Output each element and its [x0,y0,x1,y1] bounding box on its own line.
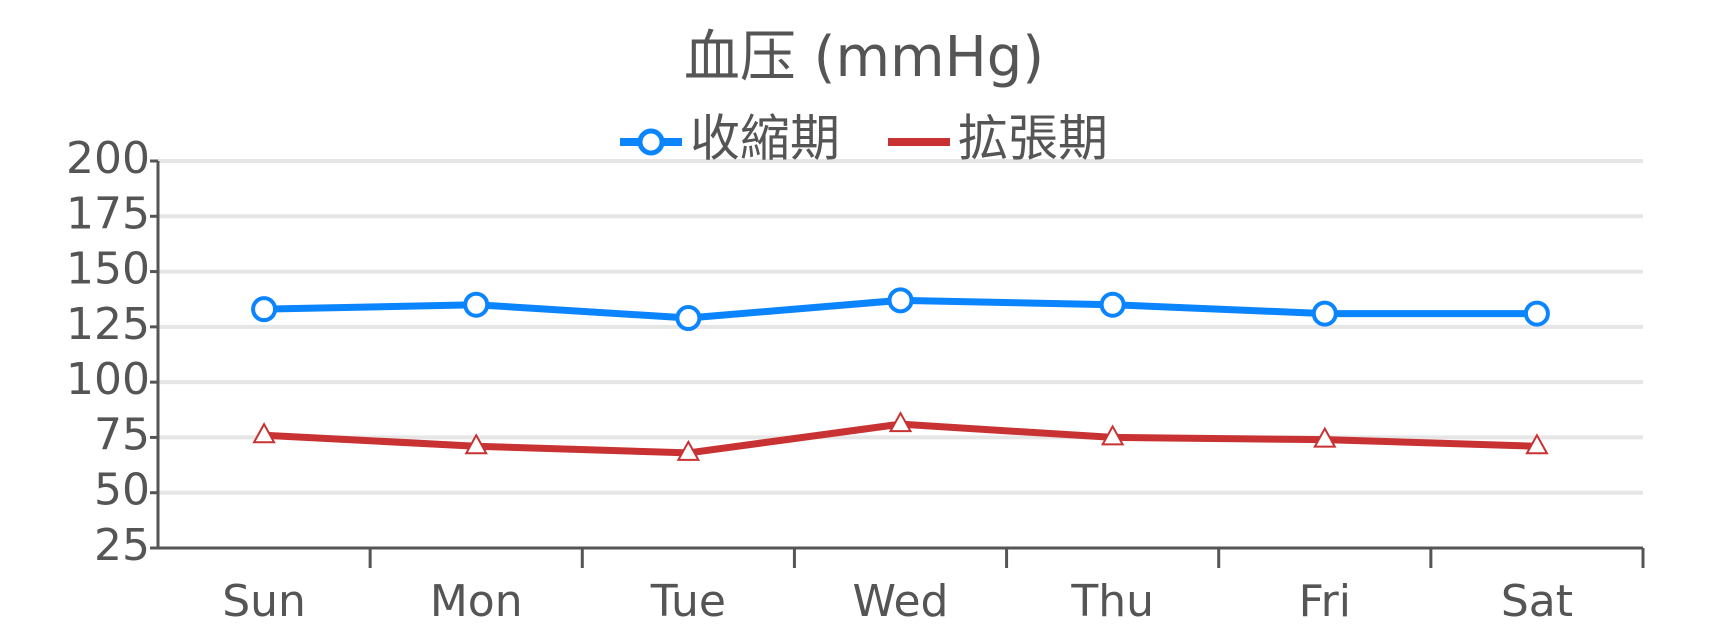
x-tick-label: Wed [853,576,949,627]
y-tick-label: 150 [66,244,150,295]
point [252,422,276,444]
x-tick-label: Mon [430,576,523,627]
series [252,411,1549,461]
point [675,305,702,332]
y-tick-label: 75 [94,409,150,460]
x-tick-label: Sun [222,576,306,627]
point [888,411,913,433]
y-tick-label: 200 [66,133,150,184]
y-tick-label: 175 [66,188,150,239]
point [463,291,490,318]
point [1525,433,1549,455]
x-tick-label: Thu [1070,576,1154,627]
point [1100,424,1125,446]
x-tick-label: Fri [1299,576,1351,627]
y-tick-label: 125 [66,299,150,350]
point [464,433,488,455]
x-tick-label: Tue [650,576,726,627]
y-tick-label: 25 [94,520,150,571]
legend-label: 拡張期 [958,110,1108,168]
point [1311,300,1338,327]
point [1523,300,1550,327]
point [676,439,701,461]
point [887,287,914,314]
legend: 收縮期 拡張期 [620,110,1108,168]
x-tick-label: Sat [1501,576,1573,627]
legend-label: 收縮期 [690,110,840,168]
series [251,287,1550,332]
point [1099,291,1126,318]
point [251,296,278,323]
chart-title: 血压 (mmHg) [684,25,1044,90]
y-tick-label: 50 [94,465,150,516]
point [1313,426,1337,448]
legend-marker [637,128,665,156]
y-tick-label: 100 [66,354,150,405]
